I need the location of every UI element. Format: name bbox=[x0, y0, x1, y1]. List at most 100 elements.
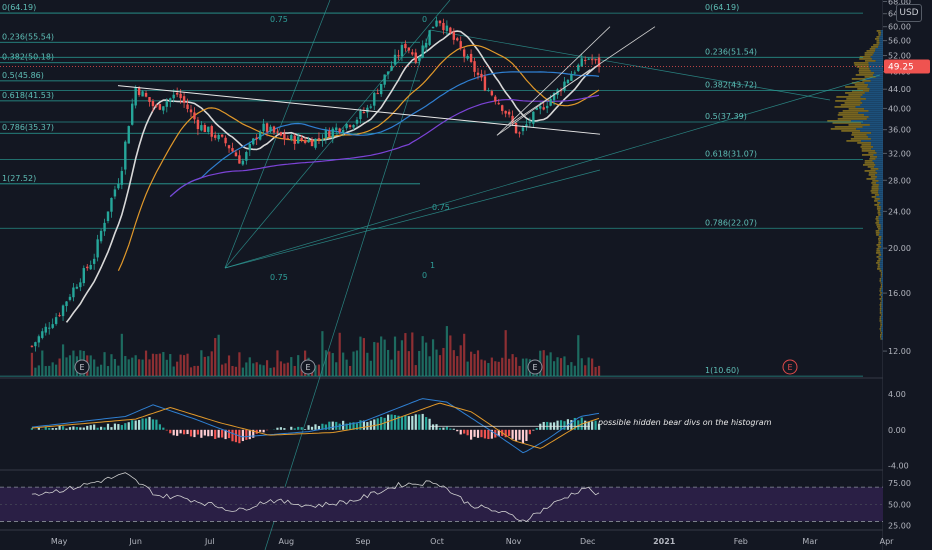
volume-profile-bar bbox=[841, 130, 861, 132]
candle-body bbox=[411, 52, 414, 55]
volume-profile-bar bbox=[881, 254, 883, 256]
macd-histogram-bar bbox=[345, 423, 348, 430]
macd-histogram-bar bbox=[456, 429, 459, 432]
volume-profile-bar bbox=[880, 246, 883, 248]
volume-profile-bar bbox=[877, 200, 883, 202]
volume-profile-bar bbox=[879, 278, 882, 280]
volume-profile-bar bbox=[875, 216, 879, 218]
volume-profile-bar bbox=[859, 56, 871, 58]
volume-profile-bar bbox=[848, 94, 863, 96]
volume-bar bbox=[120, 333, 123, 376]
fib-label-left: 0.618(41.53) bbox=[2, 91, 54, 100]
macd-histogram-bar bbox=[310, 426, 314, 430]
macd-tick-label: 4.00 bbox=[888, 390, 906, 399]
macd-histogram-bar bbox=[141, 418, 144, 430]
volume-profile-bar bbox=[869, 158, 876, 160]
price-tick-label: 56.00 bbox=[888, 37, 911, 46]
volume-bar bbox=[276, 350, 279, 376]
macd-histogram-bar bbox=[138, 420, 141, 430]
fib-fan-label: 0 bbox=[422, 15, 427, 24]
currency-badge[interactable]: USD bbox=[896, 4, 922, 22]
volume-profile-bar bbox=[881, 338, 883, 340]
price-tick-label: 44.00 bbox=[888, 85, 911, 94]
moving-average-line bbox=[169, 71, 600, 198]
volume-profile-bar bbox=[869, 48, 876, 50]
candle-body bbox=[68, 296, 72, 300]
volume-profile-bar bbox=[880, 202, 883, 204]
volume-profile-bar bbox=[878, 190, 883, 192]
volume-bar bbox=[573, 365, 576, 376]
volume-profile-bar bbox=[857, 88, 870, 90]
volume-profile-bar bbox=[864, 76, 876, 78]
candle-body bbox=[390, 65, 393, 71]
macd-histogram-bar bbox=[321, 423, 324, 430]
time-tick-label: Aug bbox=[279, 537, 295, 546]
volume-bar bbox=[518, 365, 521, 376]
volume-bar bbox=[290, 357, 293, 376]
volume-profile-bar bbox=[861, 144, 871, 146]
volume-bar bbox=[279, 361, 283, 376]
volume-profile-bar bbox=[871, 132, 883, 134]
volume-profile-bar bbox=[880, 30, 883, 32]
volume-profile-bar bbox=[859, 68, 870, 70]
macd-panel bbox=[30, 398, 601, 454]
candle-body bbox=[386, 71, 390, 75]
volume-profile-bar bbox=[878, 168, 883, 170]
volume-bar bbox=[473, 353, 476, 376]
volume-bar bbox=[580, 358, 583, 376]
macd-histogram-bar bbox=[276, 427, 279, 430]
volume-bar bbox=[431, 339, 435, 376]
volume-profile-bar bbox=[853, 136, 868, 138]
volume-bar bbox=[494, 361, 497, 376]
candle-body bbox=[72, 287, 75, 298]
candle-body bbox=[131, 103, 134, 125]
candle-body bbox=[552, 92, 556, 101]
volume-profile-bar bbox=[878, 258, 881, 260]
volume-bar bbox=[259, 364, 262, 376]
candle-body bbox=[317, 138, 321, 140]
volume-bar bbox=[563, 356, 566, 376]
macd-histogram-bar bbox=[51, 428, 54, 430]
candle-body bbox=[265, 123, 269, 132]
channel-line-outer bbox=[509, 26, 656, 125]
volume-profile-bar bbox=[870, 70, 883, 72]
candle-body bbox=[435, 20, 438, 27]
candle-body bbox=[421, 45, 424, 58]
candle-body bbox=[262, 123, 265, 132]
macd-histogram-bar bbox=[148, 416, 151, 430]
price-tick-label: 60.00 bbox=[888, 23, 911, 32]
candle-body bbox=[345, 123, 348, 129]
macd-histogram-bar bbox=[227, 429, 231, 439]
volume-profile-bar bbox=[879, 222, 883, 224]
candle-body bbox=[272, 126, 276, 133]
time-tick-label: Feb bbox=[734, 537, 748, 546]
volume-profile-bar bbox=[879, 38, 883, 40]
price-tick-label: 28.00 bbox=[888, 176, 911, 185]
volume-profile-bar bbox=[880, 268, 883, 270]
volume-bar bbox=[359, 336, 362, 376]
candle-body bbox=[577, 64, 580, 71]
macd-histogram-bar bbox=[93, 424, 96, 430]
candle-body bbox=[424, 42, 428, 48]
volume-profile-bar bbox=[860, 130, 883, 132]
volume-bar bbox=[300, 366, 303, 376]
candle-body bbox=[584, 59, 587, 61]
volume-profile-bar bbox=[856, 128, 883, 130]
volume-profile-bar bbox=[869, 68, 883, 70]
volume-profile-bar bbox=[827, 120, 852, 122]
volume-profile-bar bbox=[880, 302, 882, 304]
volume-bar bbox=[113, 359, 117, 376]
macd-histogram-bar bbox=[359, 420, 362, 430]
rsi-panel bbox=[0, 472, 883, 522]
volume-profile-bar bbox=[871, 188, 879, 190]
volume-profile-bar bbox=[881, 316, 883, 318]
macd-histogram-bar bbox=[207, 429, 210, 437]
candle-body bbox=[124, 141, 127, 170]
candle-body bbox=[490, 91, 494, 96]
fib-label-left: 1(27.52) bbox=[2, 174, 36, 183]
volume-profile-bar bbox=[868, 66, 883, 68]
candle-body bbox=[290, 135, 293, 140]
candle-body bbox=[214, 135, 217, 138]
volume-profile-bar bbox=[880, 286, 882, 288]
